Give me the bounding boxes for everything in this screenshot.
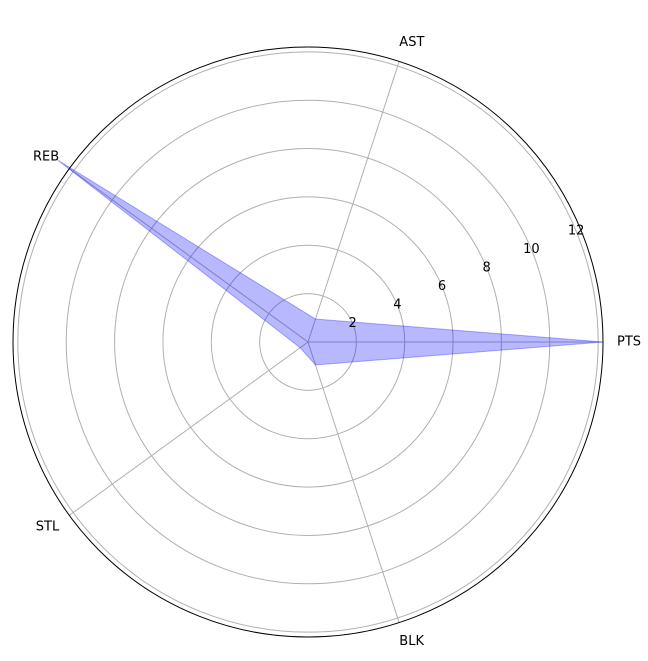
axis-label-reb: REB bbox=[33, 149, 59, 164]
outer-frame bbox=[12, 46, 604, 638]
axis-label-ast: AST bbox=[399, 35, 424, 50]
r-tick-label: 4 bbox=[393, 298, 401, 313]
spoke-ast bbox=[307, 61, 400, 343]
series-area-0 bbox=[57, 159, 604, 366]
spoke-blk bbox=[307, 341, 400, 623]
r-tick-label: 12 bbox=[568, 224, 585, 239]
axis-labels: PTS AST REB STL BLK bbox=[33, 35, 641, 649]
r-tick-label: 6 bbox=[438, 279, 446, 294]
axis-label-blk: BLK bbox=[399, 634, 424, 649]
series-layer bbox=[57, 159, 604, 366]
r-tick-label: 8 bbox=[483, 261, 491, 276]
axis-label-pts: PTS bbox=[617, 335, 641, 350]
spoke-reb bbox=[69, 168, 309, 343]
grid-layer bbox=[12, 46, 604, 638]
tick-labels: 2 4 6 8 10 12 bbox=[349, 224, 585, 332]
r-tick-label: 10 bbox=[523, 242, 540, 257]
r-tick-label: 2 bbox=[349, 316, 357, 331]
axis-label-stl: STL bbox=[36, 520, 60, 535]
spoke-stl bbox=[69, 341, 309, 516]
